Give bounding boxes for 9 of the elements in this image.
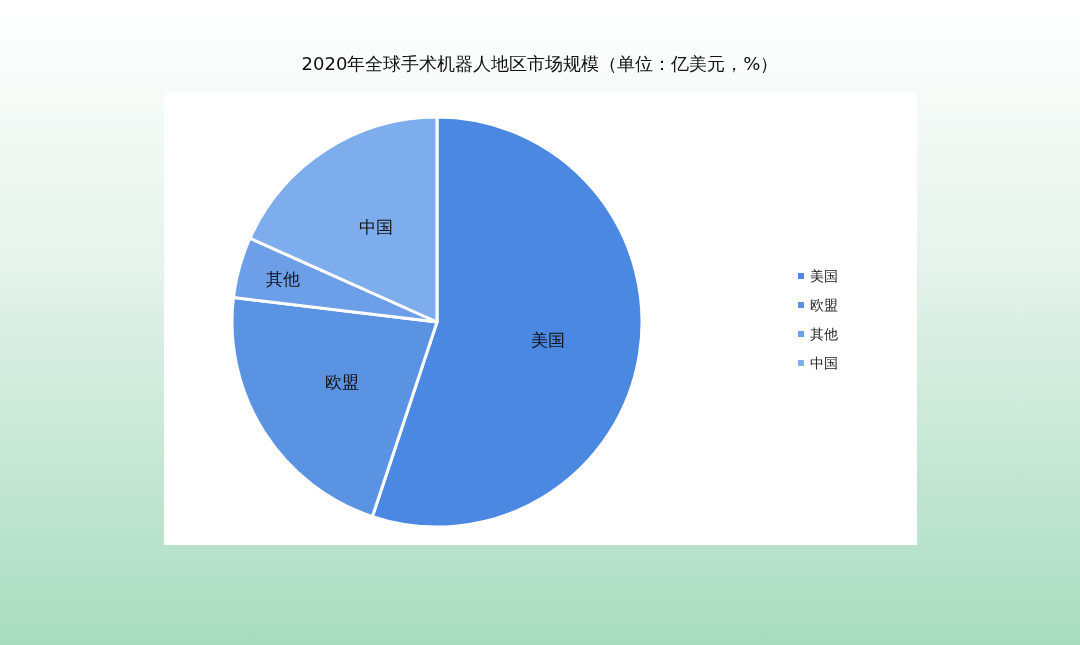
slice-label: 欧盟 <box>324 372 359 393</box>
legend-label: 其他 <box>810 326 838 342</box>
legend-label: 欧盟 <box>810 297 838 313</box>
slice-label: 其他 <box>265 269 300 290</box>
slice-label: 中国 <box>358 217 393 238</box>
slice-label: 美国 <box>531 329 566 350</box>
legend-label: 美国 <box>810 268 838 284</box>
chart-title: 2020年全球手术机器人地区市场规模（单位：亿美元，%） <box>301 53 779 74</box>
legend-label: 中国 <box>810 355 838 371</box>
